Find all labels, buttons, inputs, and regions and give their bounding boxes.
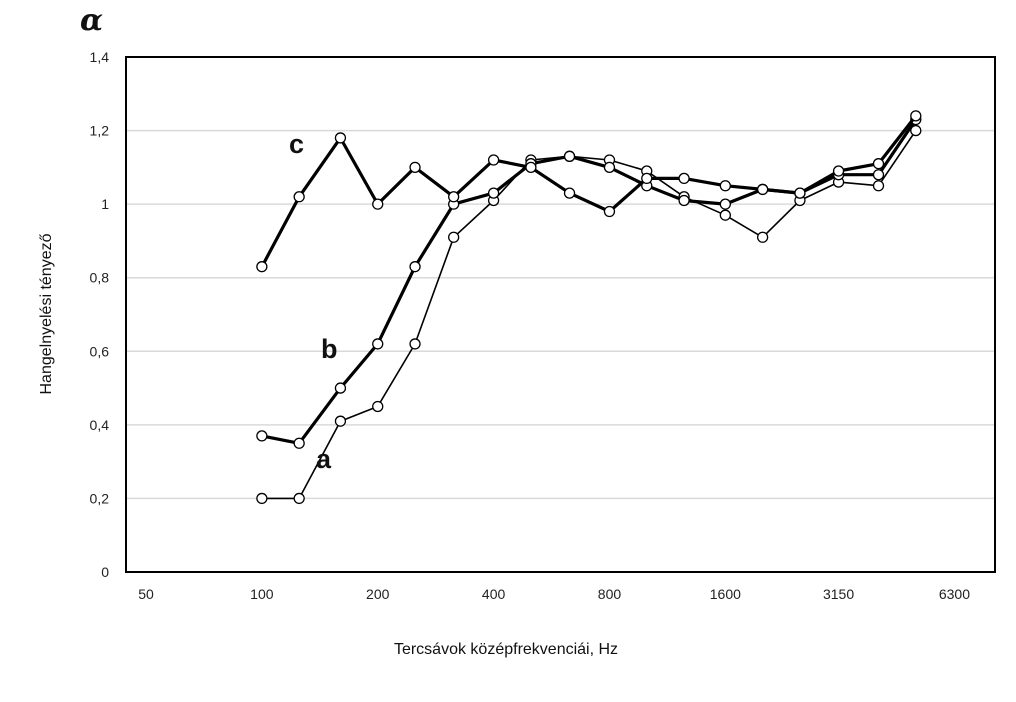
- data-point-c: [409, 161, 421, 174]
- x-tick-label: 200: [366, 586, 390, 602]
- y-tick-label: 1,4: [90, 49, 110, 65]
- series-label-a: a: [316, 444, 332, 474]
- data-point-a: [409, 338, 421, 350]
- y-tick-label: 1: [101, 196, 109, 212]
- x-tick-label: 400: [482, 586, 506, 602]
- data-point-b: [487, 187, 500, 199]
- y-tick-label: 0: [101, 564, 109, 580]
- data-point-a: [293, 492, 305, 505]
- data-point-a: [334, 415, 347, 427]
- y-tick-label: 0,2: [90, 490, 110, 506]
- data-point-a: [910, 124, 922, 137]
- data-point-c: [563, 187, 576, 199]
- data-point-b: [563, 150, 576, 162]
- y-tick-label: 0,8: [90, 270, 110, 286]
- data-point-a: [256, 492, 268, 505]
- data-point-b: [603, 161, 616, 174]
- series-line-a: [261, 130, 917, 500]
- data-point-c: [448, 191, 460, 203]
- data-point-c: [641, 172, 653, 185]
- data-point-c: [719, 180, 731, 192]
- data-point-c: [372, 198, 384, 210]
- data-point-b: [256, 430, 268, 442]
- data-point-c: [910, 110, 922, 122]
- data-point-a: [448, 231, 460, 243]
- y-tick-label: 0,6: [90, 343, 110, 359]
- data-point-a: [719, 209, 731, 221]
- data-point-c: [872, 158, 885, 170]
- gridlines: [126, 129, 995, 500]
- plot-frame: [125, 56, 996, 573]
- y-tick-label: 0,4: [90, 417, 110, 433]
- series-layer: [256, 110, 922, 505]
- data-point-c: [525, 161, 537, 174]
- data-point-a: [372, 400, 384, 413]
- x-tick-label: 100: [250, 586, 274, 602]
- data-point-c: [794, 187, 806, 199]
- data-point-b: [409, 261, 421, 273]
- data-point-b: [293, 437, 305, 449]
- y-axis-title: Hangelnyelési tényező: [38, 233, 55, 394]
- data-point-c: [293, 191, 305, 203]
- x-axis-title: Tercsávok középfrekvenciái, Hz: [394, 641, 618, 658]
- series-label-c: c: [289, 129, 304, 159]
- data-point-b: [372, 338, 384, 350]
- data-point-b: [334, 382, 347, 394]
- series-label-b: b: [321, 334, 338, 364]
- x-tick-label: 800: [598, 586, 622, 602]
- series-c: [256, 110, 922, 273]
- x-tick-label: 3150: [823, 586, 854, 602]
- x-tick-labels: 50 100 200 400 800 1600 3150 6300: [138, 586, 970, 602]
- data-point-c: [334, 132, 347, 144]
- alpha-symbol: α: [80, 3, 103, 38]
- data-point-c: [603, 205, 616, 218]
- data-point-b: [678, 194, 690, 207]
- x-tick-label: 6300: [939, 586, 970, 602]
- series-line-b: [261, 118, 918, 445]
- series-a: [256, 124, 922, 505]
- x-tick-label: 1600: [710, 586, 741, 602]
- y-tick-labels: 0 0,2 0,4 0,6 0,8 1 1,2 1,4: [90, 49, 110, 580]
- data-point-a: [872, 180, 885, 192]
- data-point-c: [256, 261, 268, 273]
- data-point-c: [832, 165, 845, 177]
- series-line-c: [260, 114, 918, 268]
- data-point-c: [756, 183, 769, 196]
- data-point-a: [756, 231, 769, 243]
- y-tick-label: 1,2: [90, 123, 110, 139]
- data-point-b: [872, 169, 885, 181]
- data-point-c: [678, 172, 690, 185]
- data-point-c: [487, 154, 500, 166]
- x-tick-label: 50: [138, 586, 154, 602]
- data-point-b: [719, 198, 731, 210]
